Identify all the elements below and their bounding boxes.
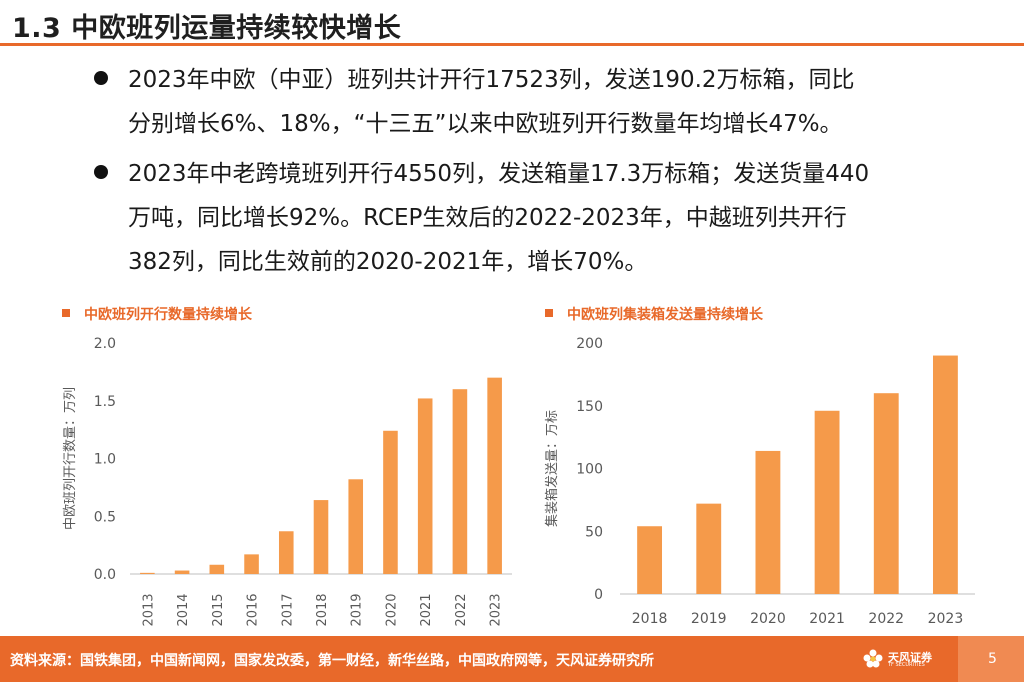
bullet-item: 2023年中老跨境班列开行4550列，发送箱量17.3万标箱；发送货量440 万…: [92, 152, 992, 284]
x-tick-label: 2013: [141, 593, 156, 626]
bar: [696, 503, 722, 594]
x-tick-label: 2014: [176, 593, 191, 626]
y-axis-title: 中欧班列开行数量：万列: [63, 387, 78, 530]
title-underline: [0, 43, 1024, 46]
bullet-line: 2023年中欧（中亚）班列共计开行17523列，发送190.2万标箱，同比: [128, 67, 855, 93]
y-tick-label: 150: [576, 399, 603, 415]
x-tick-label: 2019: [350, 593, 365, 626]
y-tick-label: 1.0: [94, 452, 116, 468]
bar: [417, 398, 433, 574]
bar: [244, 554, 259, 574]
bullet-line: 2023年中老跨境班列开行4550列，发送箱量17.3万标箱；发送货量440: [128, 161, 870, 187]
x-tick-label: 2023: [489, 593, 504, 626]
bullet-item: 2023年中欧（中亚）班列共计开行17523列，发送190.2万标箱，同比 分别…: [92, 58, 992, 146]
x-tick-label: 2021: [809, 611, 845, 627]
bar: [755, 450, 781, 594]
bullet-list: 2023年中欧（中亚）班列共计开行17523列，发送190.2万标箱，同比 分别…: [92, 58, 992, 290]
bar: [174, 570, 190, 574]
logo-text: 天风证券: [888, 651, 932, 664]
bullet-line: 万吨，同比增长92%。RCEP生效后的2022-2023年，中越班列共开行: [128, 205, 847, 231]
y-tick-label: 100: [576, 462, 603, 478]
y-tick-label: 0.5: [94, 509, 116, 525]
bullet-line: 分别增长6%、18%，“十三五”以来中欧班列开行数量年均增长47%。: [128, 111, 843, 137]
bar: [140, 572, 155, 574]
page-number-box: [958, 636, 1024, 682]
chart-left-container: 0.0 0.5 1.0 1.5 2.0 中欧班列开行数量：万列 2013 2014 2015 20…: [63, 336, 512, 627]
bar: [637, 526, 663, 594]
chart-right-container: 0 50 100 150 200 集装箱发送量：万标 2018 2019 2020 2021 202…: [544, 336, 975, 627]
footer-bar: 资料来源：国铁集团，中国新闻网，国家发改委，第一财经，新华丝路，中国政府网等，天…: [0, 636, 1024, 682]
chart-title-right: 中欧班列集装箱发送量持续增长: [545, 304, 763, 324]
bullet-line: 382列，同比生效前的2020-2021年，增长70%。: [128, 249, 648, 275]
chart-title-text: 中欧班列开行数量持续增长: [84, 307, 252, 323]
bar: [278, 531, 294, 574]
chart-title-left: 中欧班列开行数量持续增长: [62, 304, 252, 324]
bar: [313, 500, 329, 574]
bar: [209, 564, 225, 574]
source-note: 资料来源：国铁集团，中国新闻网，国家发改委，第一财经，新华丝路，中国政府网等，天…: [10, 653, 654, 669]
page-title: 1.3 中欧班列运量持续较快增长: [12, 13, 402, 44]
x-tick-label: 2021: [419, 593, 434, 626]
x-tick-label: 2020: [384, 593, 399, 626]
bar: [383, 430, 398, 574]
flower-logo-icon: [863, 649, 883, 668]
bar: [452, 389, 468, 574]
chart-title-text: 中欧班列集装箱发送量持续增长: [567, 307, 763, 323]
logo-subtext: TF SECURITIES: [888, 662, 925, 668]
x-tick-label: 2017: [280, 593, 295, 626]
y-tick-label: 1.5: [94, 394, 116, 410]
bar: [932, 355, 958, 594]
legend-square-icon: [62, 309, 70, 317]
x-tick-label: 2020: [750, 611, 786, 627]
x-tick-label: 2019: [691, 611, 727, 627]
x-tick-label: 2022: [868, 611, 904, 627]
page-number: 5: [988, 651, 997, 667]
charts-canvas: 0.0 0.5 1.0 1.5 2.0 中欧班列开行数量：万列 2013 2014 2015 20…: [63, 336, 975, 627]
bar: [348, 479, 364, 574]
bar: [814, 410, 840, 594]
x-tick-label: 2023: [928, 611, 964, 627]
x-tick-label: 2015: [211, 593, 226, 626]
bullet-dot-icon: [94, 165, 108, 179]
y-axis-title: 集装箱发送量：万标: [544, 410, 560, 527]
y-tick-label: 50: [585, 524, 603, 540]
legend-square-icon: [545, 309, 553, 317]
bar: [487, 377, 502, 574]
y-tick-label: 2.0: [94, 336, 116, 352]
x-tick-label: 2016: [246, 593, 261, 626]
x-tick-label: 2018: [315, 593, 330, 626]
x-tick-label: 2018: [632, 611, 668, 627]
company-logo: 天风证券 TF SECURITIES: [862, 648, 942, 672]
bar: [873, 393, 899, 594]
y-tick-label: 0: [594, 587, 603, 603]
bullet-dot-icon: [94, 71, 108, 85]
x-tick-label: 2022: [454, 593, 469, 626]
y-tick-label: 0.0: [94, 567, 116, 583]
y-tick-label: 200: [576, 336, 603, 352]
